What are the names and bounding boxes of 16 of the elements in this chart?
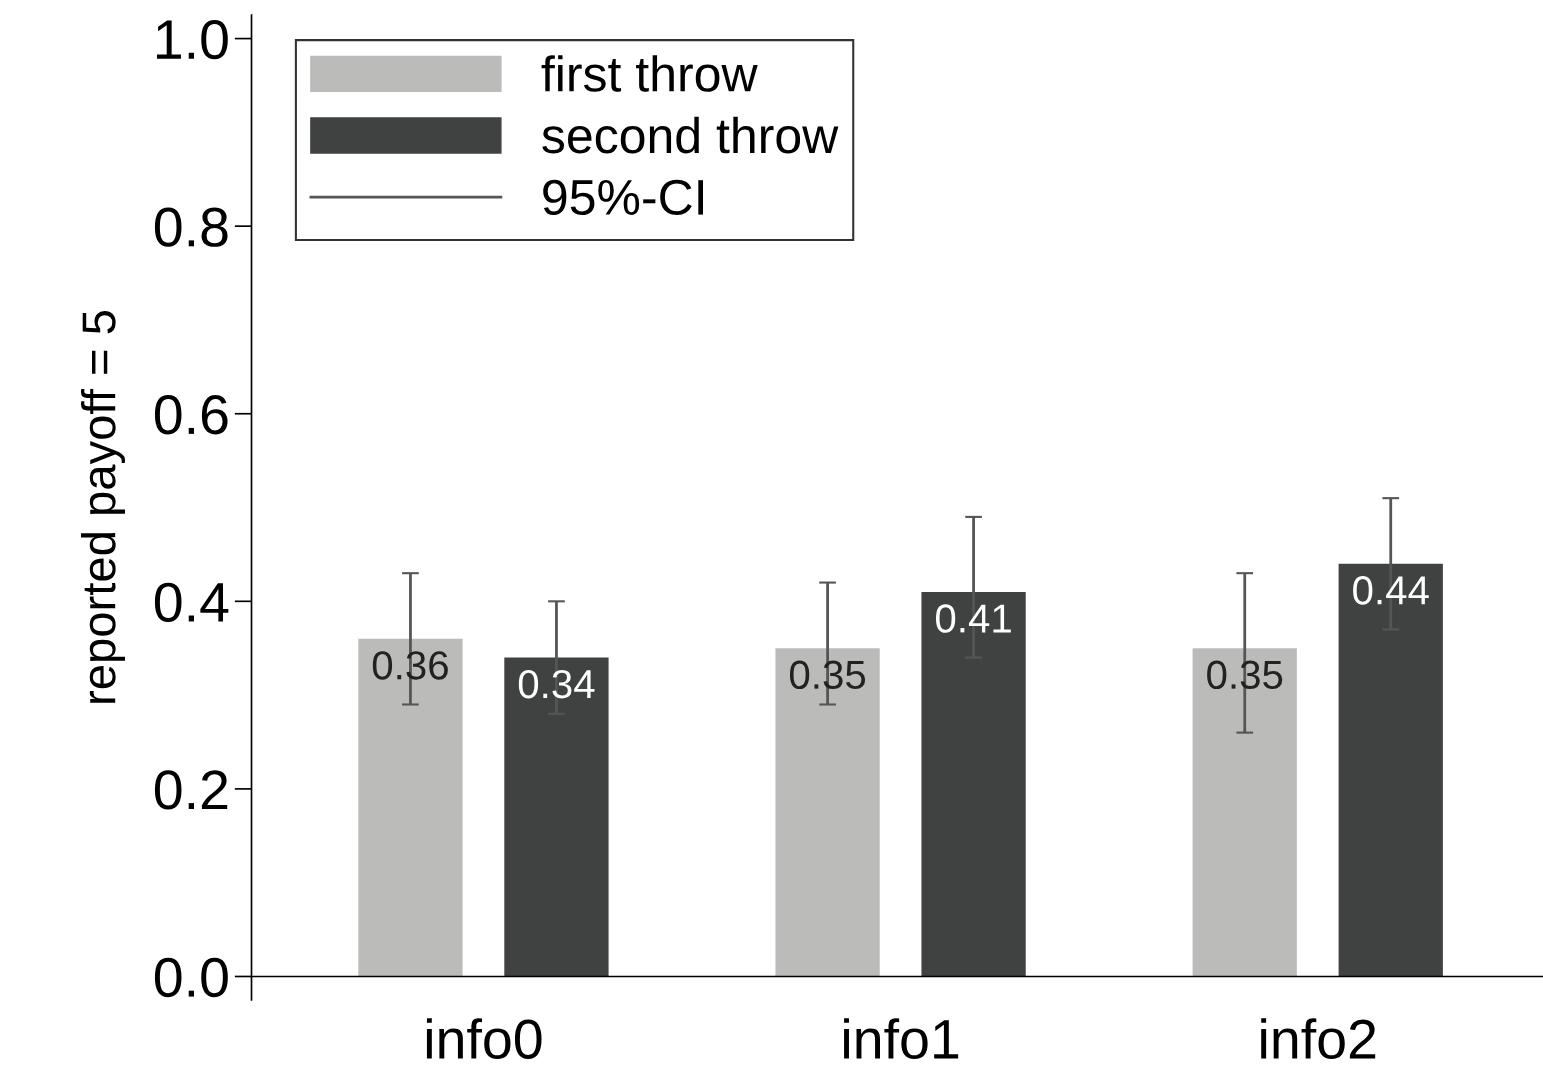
- y-tick-label: 1.0: [157, 19, 228, 60]
- y-tick-label: 0.6: [154, 395, 228, 435]
- data-label: 0.41: [935, 604, 1011, 633]
- data-label: 0.44: [1353, 576, 1429, 605]
- y-tick-label: 0.0: [154, 957, 228, 998]
- data-label: 0.34: [518, 669, 595, 699]
- y-axis-title: reported payoff = 5: [80, 311, 125, 703]
- y-tick-label: 0.8: [154, 207, 228, 247]
- legend-label: second throw: [542, 116, 839, 154]
- x-tick-label: info1: [844, 1018, 959, 1059]
- y-tick-label: 0.4: [154, 582, 229, 622]
- legend-label: first throw: [541, 55, 758, 92]
- annotation: 95%-CI: [543, 179, 703, 216]
- y-tick-label: 0.2: [154, 770, 228, 810]
- x-tick-label: info0: [426, 1018, 542, 1059]
- x-tick-label: info2: [1261, 1018, 1376, 1059]
